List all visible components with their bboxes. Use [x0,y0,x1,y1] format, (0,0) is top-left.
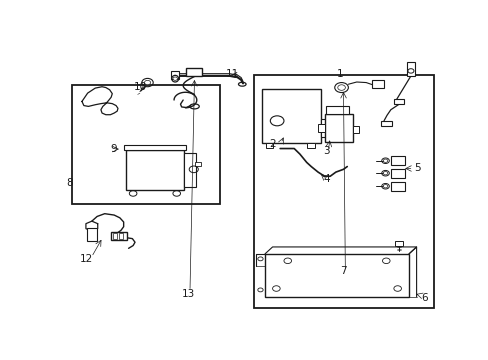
Bar [125,150,184,190]
Text: 11: 11 [225,69,239,79]
Bar [262,89,320,143]
Bar [393,99,404,104]
Circle shape [173,77,177,80]
Bar [390,156,405,165]
Text: 2: 2 [269,139,275,149]
Text: 12: 12 [80,254,93,264]
Bar [317,123,325,132]
Circle shape [383,159,387,162]
Bar [171,71,179,79]
Circle shape [144,80,150,85]
Bar [87,228,97,242]
Bar [184,153,195,187]
Bar [390,182,405,191]
Bar [406,62,414,76]
Text: 5: 5 [413,163,420,174]
Bar [254,75,433,308]
Bar [186,68,202,76]
Text: 1: 1 [336,69,342,79]
Bar [265,143,273,148]
Bar [320,129,327,138]
Bar [123,145,186,150]
Bar [352,126,358,133]
Bar [394,240,402,246]
Text: 9: 9 [110,144,117,154]
Bar [371,80,383,88]
Bar [326,106,348,114]
Bar [195,162,200,166]
Circle shape [383,172,387,175]
Bar [264,254,408,297]
Text: 3: 3 [323,146,329,156]
Circle shape [337,85,345,90]
Circle shape [383,185,387,188]
Text: 7: 7 [340,266,346,276]
Bar [381,121,391,126]
Text: 4: 4 [323,174,329,184]
Bar [112,233,117,239]
Bar [307,143,314,148]
Bar [390,169,405,177]
Text: 8: 8 [66,178,73,188]
Text: 10: 10 [134,82,147,92]
Bar [111,232,127,240]
Bar [119,233,123,239]
Text: 13: 13 [181,289,194,299]
Bar [324,114,352,141]
Text: 6: 6 [420,293,427,303]
Bar [320,120,326,125]
Bar [72,85,220,204]
